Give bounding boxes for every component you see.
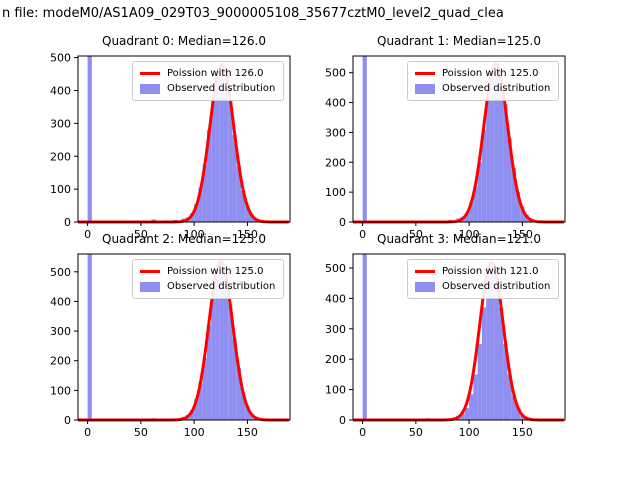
legend-label-observed: Observed distribution (167, 281, 276, 292)
subplot-quadrant-1: Quadrant 1: Median=125.0 0 50 100 150 0 100 20… (303, 34, 583, 244)
x-tick-label: 50 (409, 228, 423, 241)
y-tick-label: 200 (50, 355, 71, 368)
histogram-bars (87, 254, 267, 421)
legend-entry-poisson: Poission with 125.0 (415, 66, 550, 81)
y-tick-label: 0 (64, 414, 71, 427)
y-tick-label: 0 (339, 216, 346, 229)
subplot-title-quadrant-1: Quadrant 1: Median=125.0 (377, 34, 541, 48)
legend-entry-poisson: Poission with 121.0 (415, 264, 550, 279)
x-tick-label: 0 (84, 426, 91, 439)
y-tick-label: 100 (50, 384, 71, 397)
histogram-bars (362, 254, 538, 420)
figure-title: n file: modeM0/AS1A09_029T03_9000005108_… (2, 6, 504, 21)
y-tick-label: 400 (50, 85, 71, 98)
axes-quadrant-2: 0 50 100 150 0 100 200 300 400 500 (50, 253, 291, 439)
legend-label-observed: Observed distribution (442, 83, 551, 94)
x-tick-label: 50 (134, 426, 148, 439)
poisson-line-swatch (140, 72, 160, 75)
legend-label-poisson: Poission with 125.0 (442, 68, 539, 79)
y-tick-label: 500 (325, 67, 346, 80)
y-tick-label: 400 (325, 292, 346, 305)
axes-spines (352, 253, 566, 421)
legend-label-poisson: Poission with 126.0 (167, 68, 264, 79)
subplot-title-quadrant-0: Quadrant 0: Median=126.0 (102, 34, 266, 48)
y-tick-label: 400 (325, 97, 346, 110)
y-tick-label: 200 (50, 150, 71, 163)
y-tick-label: 400 (50, 295, 71, 308)
legend-label-poisson: Poission with 125.0 (167, 266, 264, 277)
legend-label-observed: Observed distribution (442, 281, 551, 292)
x-tick-label: 100 (459, 228, 480, 241)
y-tick-label: 0 (339, 414, 346, 427)
y-tick-label: 500 (50, 266, 71, 279)
legend-entry-observed: Observed distribution (140, 279, 275, 294)
x-tick-label: 150 (237, 228, 258, 241)
legend-quadrant-1: Poission with 125.0 Observed distributio… (407, 61, 560, 101)
subplot-title-quadrant-3: Quadrant 3: Median=121.0 (377, 232, 541, 246)
legend-entry-poisson: Poission with 126.0 (140, 66, 275, 81)
poisson-line-swatch (415, 72, 435, 75)
y-tick-label: 300 (50, 117, 71, 130)
observed-patch-swatch (140, 83, 160, 94)
axes-spines (352, 55, 566, 223)
y-tick-label: 300 (325, 323, 346, 336)
subplot-title-quadrant-2: Quadrant 2: Median=125.0 (102, 232, 266, 246)
legend-label-poisson: Poission with 121.0 (442, 266, 539, 277)
x-tick-label: 150 (512, 426, 533, 439)
x-tick-label: 0 (359, 426, 366, 439)
x-tick-label: 50 (409, 426, 423, 439)
legend-entry-observed: Observed distribution (140, 81, 275, 96)
observed-patch-swatch (140, 281, 160, 292)
x-tick-label: 0 (84, 228, 91, 241)
poisson-line-swatch (140, 270, 160, 273)
x-tick-label: 150 (512, 228, 533, 241)
y-tick-label: 500 (325, 262, 346, 275)
legend-label-observed: Observed distribution (167, 83, 276, 94)
legend-quadrant-2: Poission with 125.0 Observed distributio… (132, 259, 285, 299)
x-tick-label: 0 (359, 228, 366, 241)
subplot-quadrant-3: Quadrant 3: Median=121.0 0 50 100 150 0 100 20… (303, 232, 583, 442)
y-tick-label: 0 (64, 216, 71, 229)
axes-quadrant-1: 0 50 100 150 0 100 200 300 400 500 (325, 55, 566, 241)
x-tick-label: 100 (184, 426, 205, 439)
legend-entry-observed: Observed distribution (415, 279, 550, 294)
axes-spines (77, 253, 291, 421)
legend-entry-poisson: Poission with 125.0 (140, 264, 275, 279)
y-tick-label: 100 (325, 384, 346, 397)
y-tick-label: 300 (50, 325, 71, 338)
y-tick-label: 300 (325, 126, 346, 139)
x-tick-label: 100 (184, 228, 205, 241)
axes-quadrant-3: 0 50 100 150 0 100 200 300 400 500 (325, 253, 566, 439)
y-tick-label: 200 (325, 353, 346, 366)
y-tick-label: 200 (325, 156, 346, 169)
axes-quadrant-0: 0 50 100 150 0 100 200 300 400 500 (50, 52, 291, 241)
x-tick-label: 50 (134, 228, 148, 241)
axes-spines (77, 55, 291, 223)
legend-entry-observed: Observed distribution (415, 81, 550, 96)
x-tick-label: 100 (459, 426, 480, 439)
poisson-line-swatch (415, 270, 435, 273)
y-tick-label: 100 (325, 186, 346, 199)
histogram-bars (87, 56, 267, 223)
x-tick-label: 150 (237, 426, 258, 439)
subplot-quadrant-0: Quadrant 0: Median=126.0 0 50 100 150 0 100 20… (28, 34, 308, 244)
subplot-quadrant-2: Quadrant 2: Median=125.0 0 50 100 150 0 100 20… (28, 232, 308, 442)
observed-patch-swatch (415, 83, 435, 94)
legend-quadrant-3: Poission with 121.0 Observed distributio… (407, 259, 560, 299)
y-tick-label: 100 (50, 183, 71, 196)
legend-quadrant-0: Poission with 126.0 Observed distributio… (132, 61, 285, 101)
observed-patch-swatch (415, 281, 435, 292)
y-tick-label: 500 (50, 52, 71, 65)
